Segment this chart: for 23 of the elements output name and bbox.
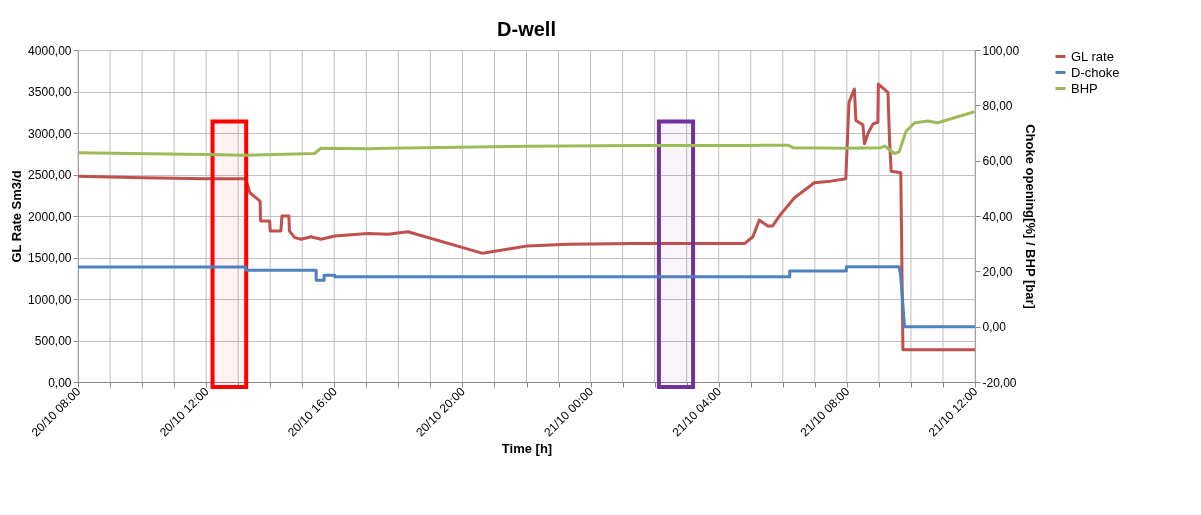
y-tick-label: 2000,00 xyxy=(28,209,72,224)
y-tick-label: 1500,00 xyxy=(28,251,72,265)
y2-tick-label: 80,00 xyxy=(982,98,1013,113)
y2-tick-label: -20,00 xyxy=(982,375,1017,390)
legend-label: BHP xyxy=(1071,80,1098,96)
y-tick-label: 4000,00 xyxy=(28,43,72,58)
y2-tick-label: 40,00 xyxy=(982,209,1013,224)
y-tick-label: 3000,00 xyxy=(28,126,72,141)
y2-axis-title: Choke opening[%] / BHP [bar] xyxy=(1023,124,1039,309)
legend-label: GL rate xyxy=(1071,48,1114,64)
y-tick-label: 0,00 xyxy=(48,375,72,390)
y-axis-title: GL Rate Sm3/d xyxy=(9,170,25,263)
y2-tick-label: 20,00 xyxy=(982,264,1013,279)
legend-label: D-choke xyxy=(1071,64,1120,80)
y-tick-label: 1000,00 xyxy=(28,292,72,307)
chart-title: D-well xyxy=(497,18,556,40)
y-tick-label: 2500,00 xyxy=(28,168,72,182)
y-tick-label: 500,00 xyxy=(34,334,72,348)
x-axis-title: Time [h] xyxy=(501,440,553,456)
y-tick-label: 3500,00 xyxy=(28,85,72,99)
y2-tick-label: 60,00 xyxy=(982,154,1013,169)
y2-tick-label: 100,00 xyxy=(982,43,1020,58)
y2-tick-label: 0,00 xyxy=(982,320,1007,335)
